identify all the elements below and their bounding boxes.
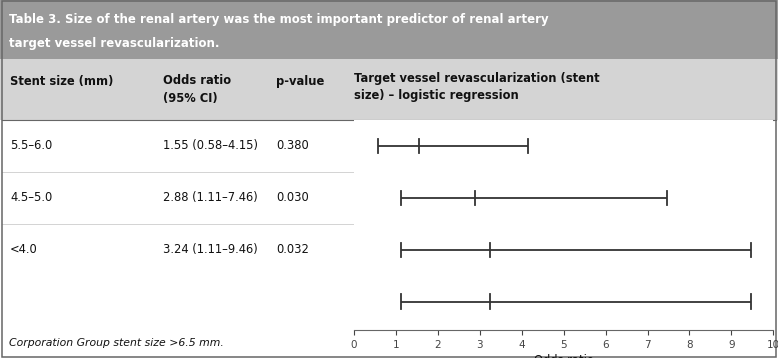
Text: 0.380: 0.380 — [276, 139, 309, 153]
Text: p-value: p-value — [276, 75, 324, 88]
Text: 5.5–6.0: 5.5–6.0 — [10, 139, 52, 153]
Bar — [0, 328, 778, 358]
Text: 0.032: 0.032 — [276, 243, 309, 256]
Text: Stent size (mm): Stent size (mm) — [10, 75, 114, 88]
Text: <4.0: <4.0 — [10, 243, 38, 256]
Text: (95% CI): (95% CI) — [163, 92, 218, 105]
Text: 1.55 (0.58–4.15): 1.55 (0.58–4.15) — [163, 139, 258, 153]
Text: 4.5–5.0: 4.5–5.0 — [10, 191, 52, 204]
Text: 3.24 (1.11–9.46): 3.24 (1.11–9.46) — [163, 243, 258, 256]
Bar — [0, 0, 778, 59]
Text: Corporation Group stent size >6.5 mm.: Corporation Group stent size >6.5 mm. — [9, 338, 224, 348]
Bar — [0, 120, 778, 328]
Text: 2.88 (1.11–7.46): 2.88 (1.11–7.46) — [163, 191, 258, 204]
Text: Odds ratio: Odds ratio — [163, 74, 232, 87]
Text: size) – logistic regression: size) – logistic regression — [354, 89, 519, 102]
Text: Table 3. Size of the renal artery was the most important predictor of renal arte: Table 3. Size of the renal artery was th… — [9, 13, 549, 26]
Text: 0.030: 0.030 — [276, 191, 309, 204]
X-axis label: Odds ratio: Odds ratio — [534, 354, 594, 358]
Text: Target vessel revascularization (stent: Target vessel revascularization (stent — [354, 72, 600, 85]
Text: target vessel revascularization.: target vessel revascularization. — [9, 37, 220, 50]
Bar — [0, 59, 778, 120]
